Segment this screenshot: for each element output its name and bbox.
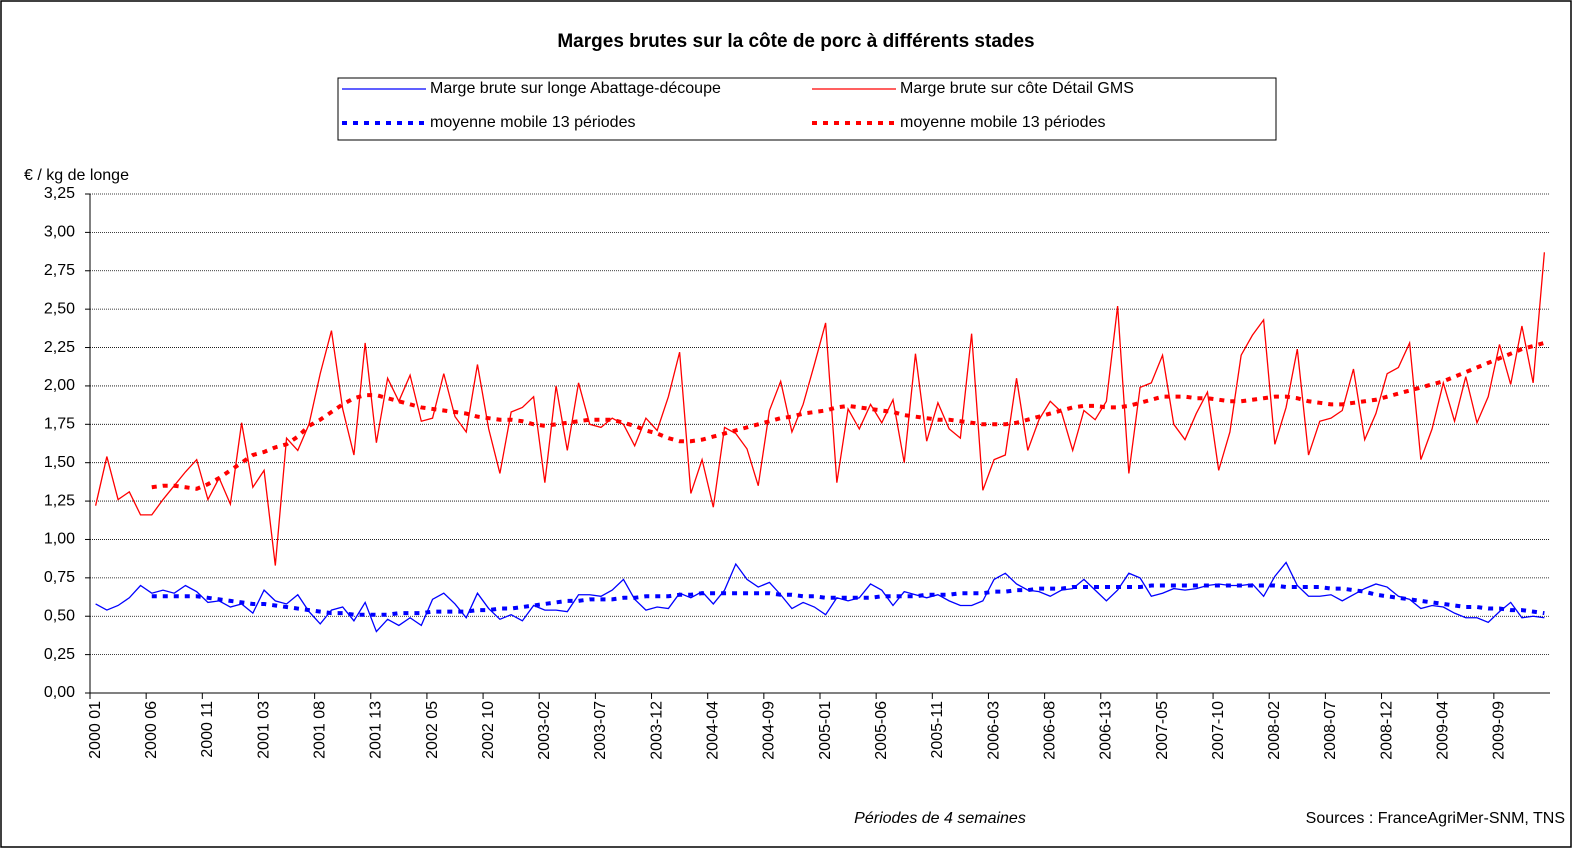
legend-label: moyenne mobile 13 périodes — [430, 114, 635, 131]
y-tick-label: 2,50 — [44, 300, 75, 317]
x-tick-label: 2001 13 — [368, 701, 385, 759]
y-tick-label: 3,00 — [44, 224, 75, 241]
y-tick-label: 1,50 — [44, 454, 75, 471]
x-tick-label: 2007-10 — [1210, 701, 1227, 760]
x-tick-label: 2006-03 — [985, 701, 1002, 760]
y-tick-label: 0,25 — [44, 646, 75, 663]
y-tick-label: 1,25 — [44, 492, 75, 509]
source-note: Sources : FranceAgriMer-SNM, TNS — [1306, 810, 1565, 827]
legend — [337, 77, 1277, 141]
x-tick-label: 2005-06 — [873, 701, 890, 760]
x-tick-label: 2003-12 — [648, 701, 665, 760]
x-tick-label: 2004-04 — [705, 701, 722, 760]
y-tick-label: 3,25 — [44, 185, 75, 202]
y-tick-label: 1,75 — [44, 416, 75, 433]
y-tick-label: 2,25 — [44, 339, 75, 356]
series-line — [94, 252, 1546, 566]
x-tick-label: 2008-12 — [1378, 701, 1395, 760]
x-tick-label: 2002 10 — [480, 701, 497, 759]
y-tick-label: 2,75 — [44, 262, 75, 279]
y-tick-label: 2,00 — [44, 377, 75, 394]
x-tick-label: 2001 08 — [311, 701, 328, 759]
x-tick-label: 2000 11 — [199, 701, 216, 758]
x-axis-label: Périodes de 4 semaines — [854, 810, 1026, 827]
x-tick-label: 2004-09 — [761, 701, 778, 760]
series-line — [95, 561, 1545, 633]
y-tick-label: 0,50 — [44, 607, 75, 624]
chart-title: Marges brutes sur la côte de porc à diff… — [557, 31, 1034, 52]
series-line — [151, 583, 1545, 617]
x-tick-label: 2008-02 — [1266, 701, 1283, 760]
x-tick-label: 2007-05 — [1154, 701, 1171, 760]
x-tick-label: 2006-13 — [1098, 701, 1115, 760]
x-tick-label: 2005-11 — [929, 701, 946, 759]
x-tick-label: 2006-08 — [1041, 701, 1058, 760]
x-tick-label: 2003-02 — [536, 701, 553, 760]
y-tick-label: 1,00 — [44, 531, 75, 548]
x-tick-label: 2009-04 — [1435, 701, 1452, 760]
legend-label: moyenne mobile 13 périodes — [900, 114, 1105, 131]
legend-label: Marge brute sur longe Abattage-découpe — [430, 80, 721, 97]
legend-label: Marge brute sur côte Détail GMS — [900, 80, 1134, 97]
x-tick-label: 2005-01 — [817, 701, 834, 760]
x-tick-label: 2001 03 — [255, 701, 272, 759]
x-tick-label: 2008-07 — [1322, 701, 1339, 760]
x-tick-label: 2002 05 — [424, 701, 441, 759]
x-tick-label: 2000 01 — [87, 701, 104, 759]
x-tick-label: 2000 06 — [143, 701, 160, 759]
x-tick-label: 2009-09 — [1491, 701, 1508, 760]
y-axis-label: € / kg de longe — [24, 167, 129, 184]
y-tick-label: 0,00 — [44, 684, 75, 701]
x-tick-label: 2003-07 — [592, 701, 609, 760]
y-tick-label: 0,75 — [44, 569, 75, 586]
